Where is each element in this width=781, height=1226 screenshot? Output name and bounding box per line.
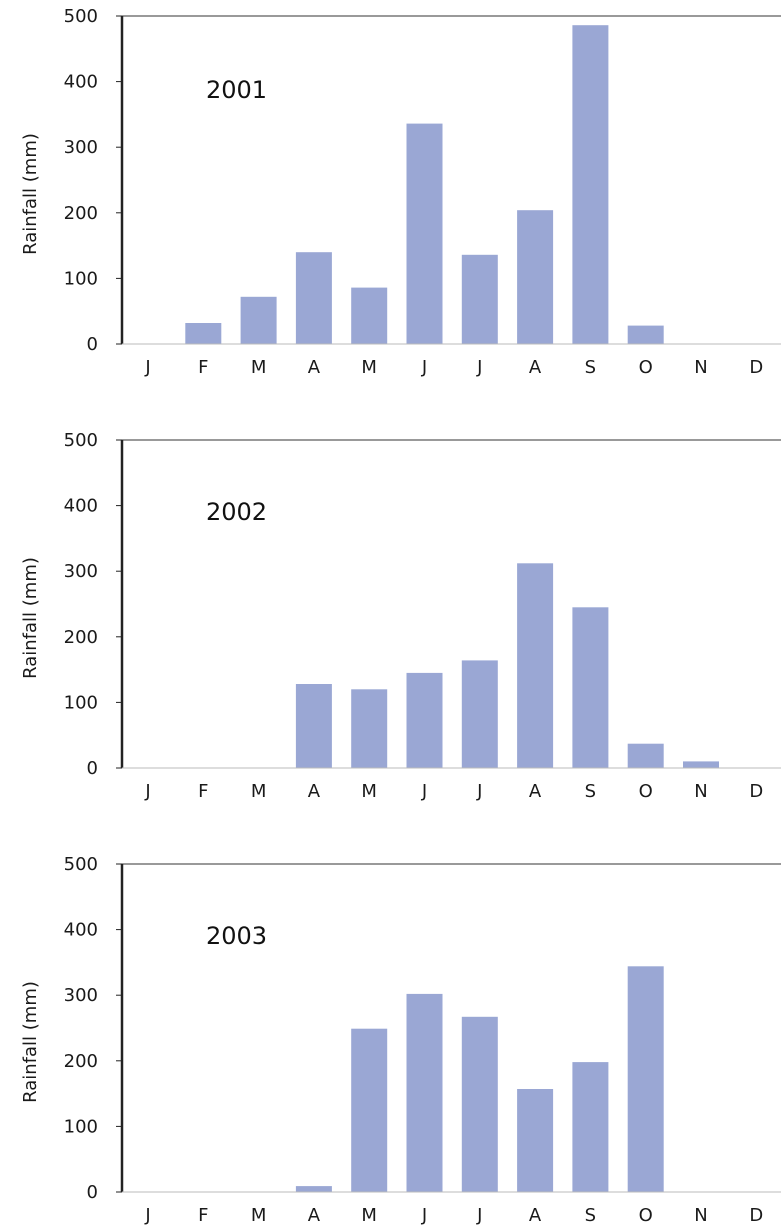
x-tick-label-1: F xyxy=(198,1205,208,1226)
x-tick-label-6: J xyxy=(476,781,482,802)
x-tick-label-5: J xyxy=(421,1205,427,1226)
y-tick-label: 200 xyxy=(64,203,98,224)
bar-J-5 xyxy=(406,123,443,344)
x-tick-label-3: A xyxy=(308,357,321,378)
bar-O-9 xyxy=(627,743,664,768)
bar-A-3 xyxy=(295,684,332,768)
x-tick-label-0: J xyxy=(144,1205,150,1226)
y-tick-label: 400 xyxy=(64,72,98,93)
bar-O-9 xyxy=(627,325,664,344)
y-axis-title: Rainfall (mm) xyxy=(20,557,41,679)
x-tick-label-7: A xyxy=(529,781,542,802)
bar-J-6 xyxy=(461,254,498,344)
y-tick-label: 400 xyxy=(64,920,98,941)
bar-O-9 xyxy=(627,966,664,1192)
bar-A-7 xyxy=(517,210,554,344)
x-tick-label-0: J xyxy=(144,781,150,802)
y-tick-label: 300 xyxy=(64,985,98,1006)
x-tick-label-8: S xyxy=(585,357,596,378)
x-tick-label-6: J xyxy=(476,1205,482,1226)
x-tick-label-10: N xyxy=(694,1205,707,1226)
chart-title: 2002 xyxy=(206,498,267,526)
bar-F-1 xyxy=(185,323,222,344)
y-tick-label: 300 xyxy=(64,561,98,582)
bar-S-8 xyxy=(572,607,609,768)
bar-A-3 xyxy=(295,252,332,344)
bar-J-6 xyxy=(461,660,498,768)
y-tick-label: 0 xyxy=(87,758,98,779)
chart-title: 2001 xyxy=(206,76,267,104)
y-tick-label: 100 xyxy=(64,692,98,713)
bar-M-4 xyxy=(351,1028,388,1192)
bar-M-4 xyxy=(351,689,388,768)
y-tick-label: 0 xyxy=(87,1182,98,1203)
x-tick-label-1: F xyxy=(198,781,208,802)
x-tick-label-5: J xyxy=(421,781,427,802)
x-tick-label-4: M xyxy=(361,781,377,802)
x-tick-label-0: J xyxy=(144,357,150,378)
chart-title: 2003 xyxy=(206,922,267,950)
x-tick-label-10: N xyxy=(694,781,707,802)
y-tick-label: 300 xyxy=(64,137,98,158)
y-tick-label: 500 xyxy=(64,430,98,451)
bar-A-3 xyxy=(295,1186,332,1192)
x-tick-label-2: M xyxy=(251,357,267,378)
x-tick-label-7: A xyxy=(529,1205,542,1226)
x-tick-label-1: F xyxy=(198,357,208,378)
y-tick-label: 500 xyxy=(64,854,98,875)
x-tick-label-7: A xyxy=(529,357,542,378)
x-tick-label-11: D xyxy=(749,357,763,378)
bar-M-2 xyxy=(240,296,277,344)
y-axis-title: Rainfall (mm) xyxy=(20,981,41,1103)
y-axis-title: Rainfall (mm) xyxy=(20,133,41,255)
y-tick-label: 200 xyxy=(64,1051,98,1072)
x-tick-label-9: O xyxy=(639,1205,653,1226)
bar-S-8 xyxy=(572,25,609,344)
x-tick-label-5: J xyxy=(421,357,427,378)
bar-M-4 xyxy=(351,287,388,344)
chart-panel-2003: 0 100 200 300 400 500 J F M A M J J A S O N D Rainfall (mm… xyxy=(20,854,781,1226)
x-tick-label-8: S xyxy=(585,781,596,802)
y-tick-label: 500 xyxy=(64,6,98,27)
y-tick-label: 200 xyxy=(64,627,98,648)
bar-A-7 xyxy=(517,1089,554,1192)
x-tick-label-3: A xyxy=(308,1205,321,1226)
y-tick-label: 100 xyxy=(64,1116,98,1137)
x-tick-label-11: D xyxy=(749,1205,763,1226)
x-tick-label-6: J xyxy=(476,357,482,378)
bar-S-8 xyxy=(572,1062,609,1192)
chart-panel-2002: 0 100 200 300 400 500 J F M A M J J A S O N D Rainfall (mm… xyxy=(20,430,781,802)
bar-J-6 xyxy=(461,1016,498,1192)
x-tick-label-2: M xyxy=(251,1205,267,1226)
x-tick-label-10: N xyxy=(694,357,707,378)
x-tick-label-8: S xyxy=(585,1205,596,1226)
x-tick-label-4: M xyxy=(361,357,377,378)
x-tick-label-4: M xyxy=(361,1205,377,1226)
chart-panel-2001: 0 100 200 300 400 500 J F M A M J J A S O N D Rainfall (mm… xyxy=(20,6,781,378)
bar-N-10 xyxy=(683,761,719,768)
x-tick-label-9: O xyxy=(639,781,653,802)
y-tick-label: 400 xyxy=(64,496,98,517)
x-tick-label-2: M xyxy=(251,781,267,802)
bar-A-7 xyxy=(517,563,554,768)
y-tick-label: 100 xyxy=(64,268,98,289)
bar-J-5 xyxy=(406,993,443,1192)
y-tick-label: 0 xyxy=(87,334,98,355)
x-tick-label-3: A xyxy=(308,781,321,802)
x-tick-label-11: D xyxy=(749,781,763,802)
bar-J-5 xyxy=(406,672,443,768)
x-tick-label-9: O xyxy=(639,357,653,378)
